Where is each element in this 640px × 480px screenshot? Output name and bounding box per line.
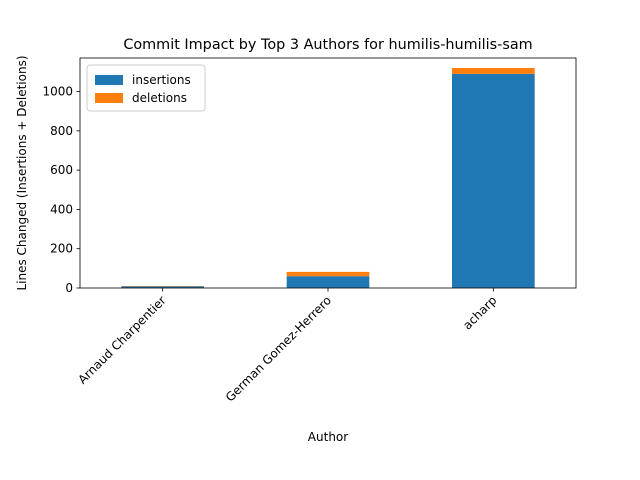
y-tick-label: 800	[50, 124, 73, 138]
x-axis-label: Author	[308, 430, 348, 444]
bar-deletions-1	[286, 271, 370, 277]
bar-insertions-0	[121, 286, 204, 288]
x-axis-ticks: Arnaud Charpentier German Gomez-Herrero ac…	[75, 288, 499, 405]
legend-swatch-insertions	[95, 75, 123, 85]
y-tick-label: 200	[50, 242, 73, 256]
x-tick-label: German Gomez-Herrero	[223, 293, 334, 404]
y-axis-label: Lines Changed (Insertions + Deletions)	[15, 55, 29, 290]
bar-insertions-1	[286, 276, 370, 288]
bars-layer	[121, 68, 535, 288]
legend-swatch-deletions	[95, 93, 123, 103]
y-tick-label: 600	[50, 163, 73, 177]
y-tick-label: 0	[65, 281, 73, 295]
x-tick-label: acharp	[460, 293, 499, 332]
legend-label-insertions: insertions	[132, 73, 191, 87]
y-tick-label: 1000	[42, 85, 73, 99]
bar-deletions-2	[452, 68, 535, 74]
x-tick-label: Arnaud Charpentier	[75, 293, 168, 386]
legend: insertions deletions	[86, 64, 206, 112]
legend-label-deletions: deletions	[132, 91, 187, 105]
chart-title: Commit Impact by Top 3 Authors for humil…	[123, 37, 532, 53]
bar-insertions-2	[452, 73, 535, 288]
y-tick-label: 400	[50, 202, 73, 216]
y-axis-ticks: 0 200 400 600 800 1000	[42, 85, 80, 295]
